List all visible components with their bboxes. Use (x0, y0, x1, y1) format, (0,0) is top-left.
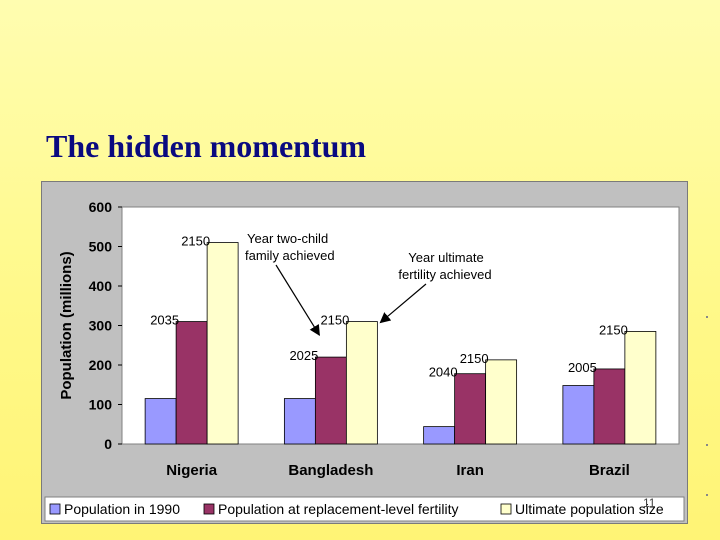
y-axis-label: Population (millions) (58, 251, 75, 399)
annotation-two-child-line-1: Year two-child (247, 231, 328, 246)
legend-swatch (500, 503, 512, 515)
chart-frame: 0 100 200 300 400 500 600 Population (millions)… (41, 181, 688, 524)
x-tick-label: Bangladesh (288, 462, 373, 479)
bar-year-label: 2005 (568, 360, 597, 375)
legend-box (44, 496, 685, 522)
bar-year-label: 2035 (150, 313, 179, 328)
annotation-two-child-line-2: family achieved (245, 248, 335, 263)
legend-label: Population in 1990 (64, 501, 180, 517)
x-tick-label: Iran (456, 462, 484, 479)
legend-swatch (49, 503, 61, 515)
bar-year-label: 2150 (320, 313, 349, 328)
bar-year-label: 2150 (460, 351, 489, 366)
bar (485, 359, 518, 445)
annotation-ultimate-line-2: fertility achieved (398, 267, 491, 282)
bar (345, 321, 378, 445)
slide-title: The hidden momentum (46, 128, 367, 164)
bar (593, 368, 626, 445)
x-tick-label: Nigeria (166, 462, 218, 479)
legend-label: Population at replacement-level fertilit… (218, 501, 458, 517)
edge-dot (706, 444, 708, 446)
bar-year-label: 2025 (289, 348, 318, 363)
bar (454, 373, 487, 445)
y-tick-label: 100 (89, 397, 113, 413)
bar (624, 331, 657, 445)
edge-dot (706, 316, 708, 318)
bar-year-label: 2040 (429, 365, 458, 380)
legend-swatch (203, 503, 215, 515)
y-tick-label: 600 (89, 199, 113, 215)
bar-year-label: 2150 (181, 234, 210, 249)
population-bar-chart: 0 100 200 300 400 500 600 Population (millions)… (44, 199, 685, 522)
y-tick-label: 400 (89, 278, 113, 294)
bar (175, 321, 208, 445)
x-tick-label: Brazil (589, 462, 630, 479)
bar (206, 242, 239, 445)
annotation-arrow-ultimate (379, 283, 427, 324)
bar (314, 356, 347, 445)
y-tick-label: 500 (89, 239, 113, 255)
y-tick-label: 300 (89, 318, 113, 334)
y-tick-label: 200 (89, 357, 113, 373)
annotation-arrow-two-child (275, 264, 320, 337)
bar-year-label: 2150 (599, 322, 628, 337)
bar (144, 398, 177, 445)
legend-label: Ultimate population size (515, 501, 664, 517)
page-number: 11 (643, 496, 656, 510)
bar (283, 398, 316, 445)
bar (562, 385, 595, 445)
bar (423, 426, 456, 445)
annotation-ultimate-line-1: Year ultimate (408, 250, 483, 265)
y-tick-label: 0 (104, 436, 112, 452)
edge-dot (706, 494, 708, 496)
